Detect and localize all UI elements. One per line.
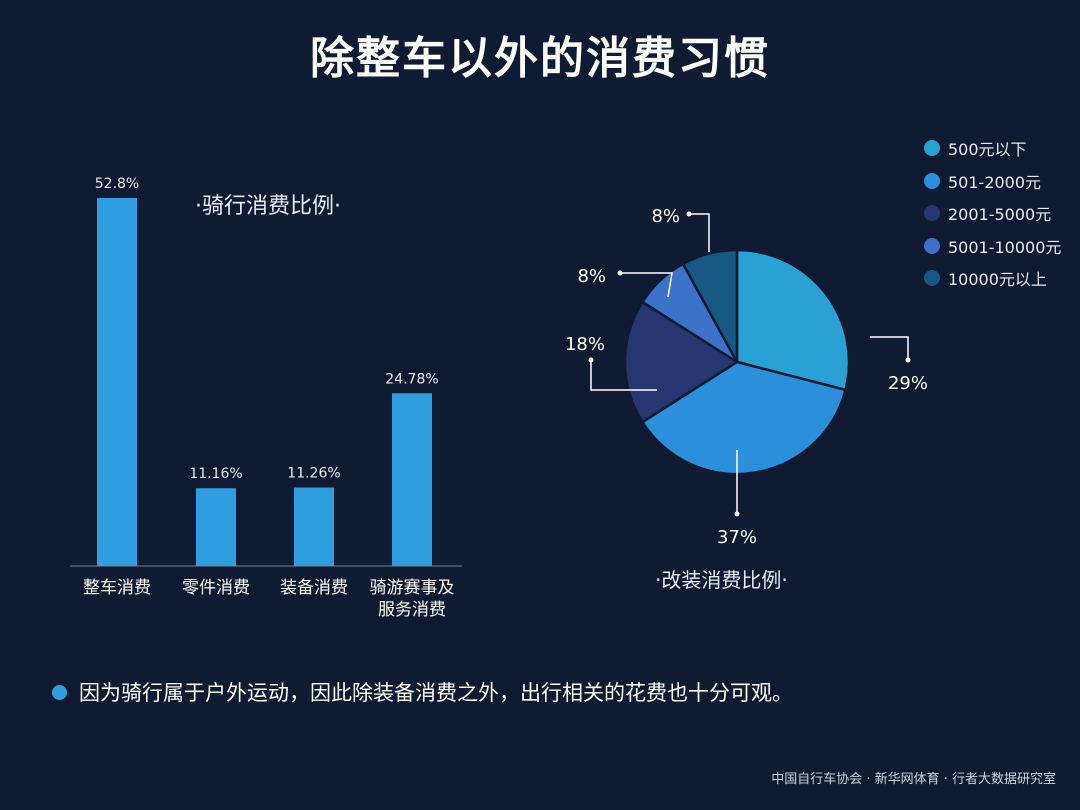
bar-value-label-3: 11.26% xyxy=(287,466,340,482)
legend-item-2: 501-2000元 xyxy=(924,165,1061,198)
legend-swatch-icon xyxy=(924,172,940,189)
legend-label: 5001-10000元 xyxy=(948,237,1062,257)
bar-category-label-4: 骑游赛事及 xyxy=(370,577,455,598)
legend-label: 501-2000元 xyxy=(948,172,1042,192)
pie-leader-dot-1 xyxy=(905,357,911,363)
bar-1 xyxy=(97,198,137,566)
legend-swatch-icon xyxy=(924,237,940,254)
pie-slice-1 xyxy=(735,248,851,392)
legend-item-3: 2001-5000元 xyxy=(924,197,1061,230)
pie-leader-line-3 xyxy=(590,360,657,391)
legend-swatch-icon xyxy=(924,270,940,287)
bar-value-label-4: 24.78% xyxy=(385,371,438,387)
note: 因为骑行属于户外运动，因此除装备消费之外，出行相关的花费也十分可观。 xyxy=(52,677,793,707)
footer-credits: 中国自行车协会 · 新华网体育 · 行者大数据研究室 xyxy=(771,772,1056,787)
pie-value-label-1: 29% xyxy=(888,373,928,394)
pie-leader-dot-3 xyxy=(588,357,594,363)
legend-label: 2001-5000元 xyxy=(948,205,1052,225)
pie-chart-title: ·改装消费比例· xyxy=(655,568,788,592)
pie-leader-line-5 xyxy=(689,213,710,252)
pie-leader-line-4 xyxy=(620,272,673,298)
bullet-icon xyxy=(52,684,67,700)
page-title: 除整车以外的消费习惯 xyxy=(310,33,770,84)
bar-category-label-3: 装备消费 xyxy=(280,578,348,598)
pie-leader-line-1 xyxy=(870,336,909,360)
pie-value-label-2: 37% xyxy=(717,527,757,548)
bar-category-label-2: 零件消费 xyxy=(182,578,250,598)
legend-label: 500元以下 xyxy=(948,140,1027,160)
pie-leader-dot-4 xyxy=(617,270,623,276)
legend-swatch-icon xyxy=(924,205,940,222)
pie-value-label-3: 18% xyxy=(565,334,605,355)
pie-legend: 500元以下 501-2000元 2001-5000元 5001-10000元 1000… xyxy=(924,132,1061,295)
bar-value-label-2: 11.16% xyxy=(189,466,242,482)
pie-leader-dot-2 xyxy=(734,511,740,517)
pie-slice-5 xyxy=(681,248,739,363)
bar-value-label-1: 52.8% xyxy=(95,176,139,192)
bar-4 xyxy=(392,393,432,566)
legend-swatch-icon xyxy=(924,140,940,157)
bar-chart-title: ·骑行消费比例· xyxy=(195,194,341,219)
legend-item-5: 10000元以上 xyxy=(924,262,1061,295)
legend-item-1: 500元以下 xyxy=(924,132,1061,165)
bar-category-label-4-line-2: 服务消费 xyxy=(378,600,446,620)
pie-value-label-5: 8% xyxy=(651,206,680,227)
pie-value-label-4: 8% xyxy=(577,266,606,287)
bar-category-label-1: 整车消费 xyxy=(83,578,151,598)
pie-slice-3 xyxy=(623,300,740,424)
legend-item-4: 5001-10000元 xyxy=(924,230,1061,263)
note-text: 因为骑行属于户外运动，因此除装备消费之外，出行相关的花费也十分可观。 xyxy=(79,681,793,705)
bar-2 xyxy=(196,488,236,566)
legend-label: 10000元以上 xyxy=(948,270,1047,290)
pie-leader-dot-5 xyxy=(686,211,692,217)
bar-3 xyxy=(294,487,334,566)
